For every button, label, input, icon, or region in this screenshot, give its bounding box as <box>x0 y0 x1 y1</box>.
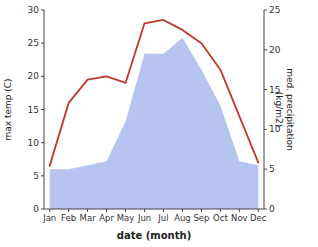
y-tick <box>41 76 44 77</box>
y-tick-label: 20 <box>28 71 40 81</box>
x-tick-label: Aug <box>174 213 191 223</box>
plot-marks <box>50 20 259 209</box>
x-tick <box>239 209 240 212</box>
y-tick <box>41 43 44 44</box>
y-tick-label: 25 <box>28 38 39 48</box>
x-tick-label: Oct <box>213 213 228 223</box>
y2-tick <box>264 129 267 130</box>
x-tick <box>87 209 88 212</box>
x-tick-label: Feb <box>61 213 76 223</box>
x-tick-label: Nov <box>231 213 248 223</box>
x-tick <box>201 209 202 212</box>
y2-tick-label: 5 <box>269 164 275 174</box>
precip-area <box>50 38 259 209</box>
x-tick-label: Apr <box>99 213 114 223</box>
y2-axis-label-line: med. precipitation <box>285 68 295 150</box>
y2-axis-label: med. precipitation(kg/m2) <box>274 68 295 150</box>
x-tick <box>220 209 221 212</box>
x-tick-label: Jan <box>42 213 56 223</box>
x-tick-label: Dec <box>250 213 267 223</box>
y2-tick <box>264 49 267 50</box>
y-axis-label: max temp (C) <box>3 78 13 140</box>
y2-tick <box>264 89 267 90</box>
x-tick <box>182 209 183 212</box>
x-tick <box>49 209 50 212</box>
y-tick <box>41 209 44 210</box>
x-tick-label: Mar <box>80 213 97 223</box>
y-tick-label: 10 <box>28 138 40 148</box>
y2-tick-label: 0 <box>269 204 275 214</box>
x-axis-label: date (month) <box>117 230 191 241</box>
y-tick <box>41 10 44 11</box>
y2-tick <box>264 209 267 210</box>
x-tick-label: May <box>117 213 135 223</box>
x-tick <box>68 209 69 212</box>
y-tick-label: 15 <box>28 105 39 115</box>
x-tick-label: Jun <box>137 213 151 223</box>
temp-line <box>50 20 259 166</box>
y2-tick <box>264 10 267 11</box>
x-tick <box>106 209 107 212</box>
y2-tick <box>264 169 267 170</box>
x-tick <box>163 209 164 212</box>
x-tick-label: Sep <box>193 213 209 223</box>
y-tick-label: 30 <box>28 5 40 15</box>
y-tick-label: 0 <box>33 204 39 214</box>
x-axis-line <box>44 209 264 210</box>
x-tick <box>125 209 126 212</box>
chart: 0510152025300510152025JanFebMarAprMayJun… <box>0 0 318 247</box>
y-tick <box>41 142 44 143</box>
x-tick <box>144 209 145 212</box>
y2-tick-label: 20 <box>269 45 281 55</box>
y2-tick-label: 25 <box>269 5 280 15</box>
y-tick <box>41 175 44 176</box>
y-tick-label: 5 <box>33 171 39 181</box>
y2-axis-line <box>264 10 265 209</box>
y2-axis-label-line: (kg/m2) <box>274 92 284 127</box>
x-tick <box>258 209 259 212</box>
y-tick <box>41 109 44 110</box>
x-tick-label: Jul <box>157 213 168 223</box>
